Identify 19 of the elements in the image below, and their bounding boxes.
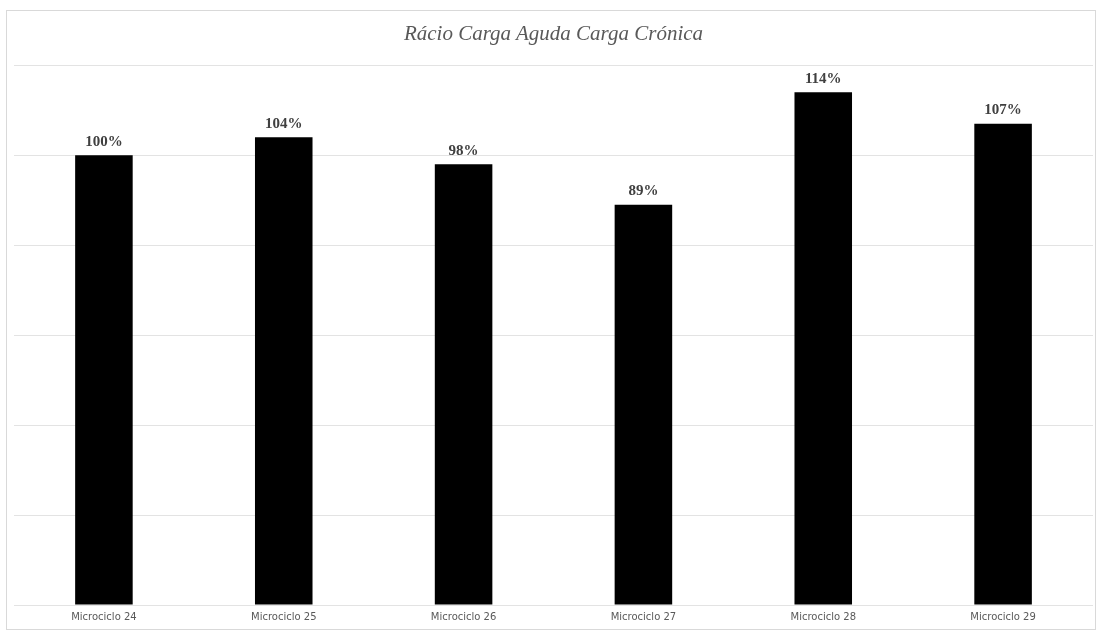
- data-label: 100%: [85, 132, 123, 149]
- x-tick-label: Microciclo 28: [790, 610, 856, 622]
- data-label: 104%: [265, 114, 303, 131]
- data-label: 89%: [628, 182, 659, 199]
- data-label: 107%: [984, 101, 1022, 118]
- x-tick-label: Microciclo 26: [430, 610, 497, 622]
- bar: [794, 92, 853, 605]
- bar: [254, 137, 313, 605]
- x-tick-label: Microciclo 27: [610, 610, 677, 622]
- bar: [974, 123, 1032, 605]
- chart-title: Rácio Carga Aguda Carga Crónica: [402, 21, 704, 46]
- bar: [434, 164, 493, 605]
- bar: [75, 155, 133, 605]
- data-label: 98%: [448, 141, 479, 158]
- data-label: 114%: [804, 69, 842, 86]
- x-tick-label: Microciclo 25: [251, 610, 317, 622]
- x-tick-label: Microciclo 24: [71, 610, 137, 622]
- x-tick-label: Microciclo 29: [970, 610, 1036, 622]
- bar: [614, 204, 673, 605]
